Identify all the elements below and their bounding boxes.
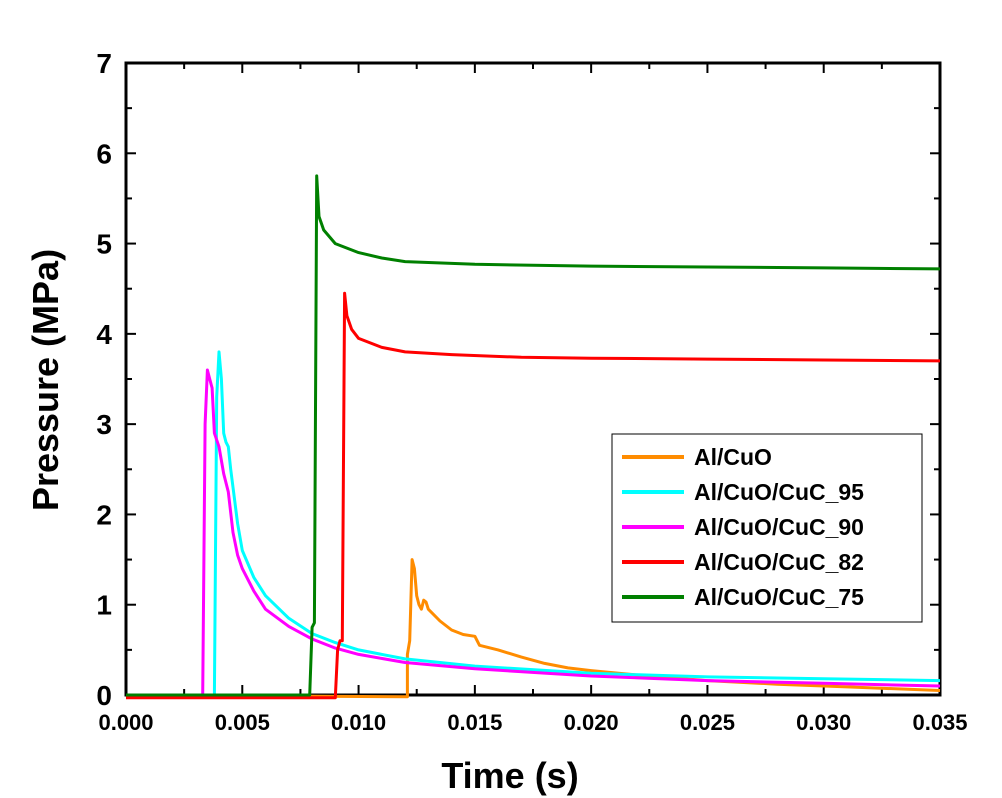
legend-label: Al/CuO/CuC_75 bbox=[694, 584, 864, 610]
x-axis-ticks: 0.000 0.005 0.010 0.015 0.020 0.025 0.030 0.035 bbox=[98, 63, 968, 735]
y-tick-label: 1 bbox=[96, 590, 112, 621]
legend-label: Al/CuO/CuC_95 bbox=[694, 479, 864, 505]
y-axis-ticks: 0 1 2 3 4 5 6 7 bbox=[96, 48, 940, 711]
legend: Al/CuO Al/CuO/CuC_95 Al/CuO/CuC_90 Al/CuO/C… bbox=[611, 433, 923, 623]
series-layer bbox=[125, 174, 941, 700]
y-tick-label: 4 bbox=[96, 319, 112, 350]
y-axis-title: Pressure (MPa) bbox=[25, 249, 66, 511]
y-tick-label: 2 bbox=[96, 499, 112, 530]
x-tick-label: 0.020 bbox=[564, 710, 619, 735]
series-line-4 bbox=[126, 174, 941, 697]
x-tick-label: 0.025 bbox=[680, 710, 735, 735]
x-axis-title: Time (s) bbox=[441, 755, 578, 796]
series-line-3 bbox=[126, 291, 941, 700]
x-tick-label: 0.035 bbox=[912, 710, 967, 735]
x-tick-label: 0.000 bbox=[98, 710, 153, 735]
x-tick-label: 0.010 bbox=[331, 710, 386, 735]
legend-label: Al/CuO bbox=[694, 444, 772, 470]
series-line-2 bbox=[126, 368, 941, 697]
y-tick-label: 6 bbox=[96, 138, 112, 169]
x-tick-label: 0.030 bbox=[796, 710, 851, 735]
y-tick-label: 5 bbox=[96, 229, 112, 260]
legend-label: Al/CuO/CuC_82 bbox=[694, 549, 864, 575]
legend-label: Al/CuO/CuC_90 bbox=[694, 514, 864, 540]
x-tick-label: 0.015 bbox=[447, 710, 502, 735]
y-tick-label: 0 bbox=[96, 680, 112, 711]
y-tick-label: 7 bbox=[96, 48, 112, 79]
x-tick-label: 0.005 bbox=[215, 710, 270, 735]
series-line-1 bbox=[126, 350, 941, 697]
y-tick-label: 3 bbox=[96, 409, 112, 440]
